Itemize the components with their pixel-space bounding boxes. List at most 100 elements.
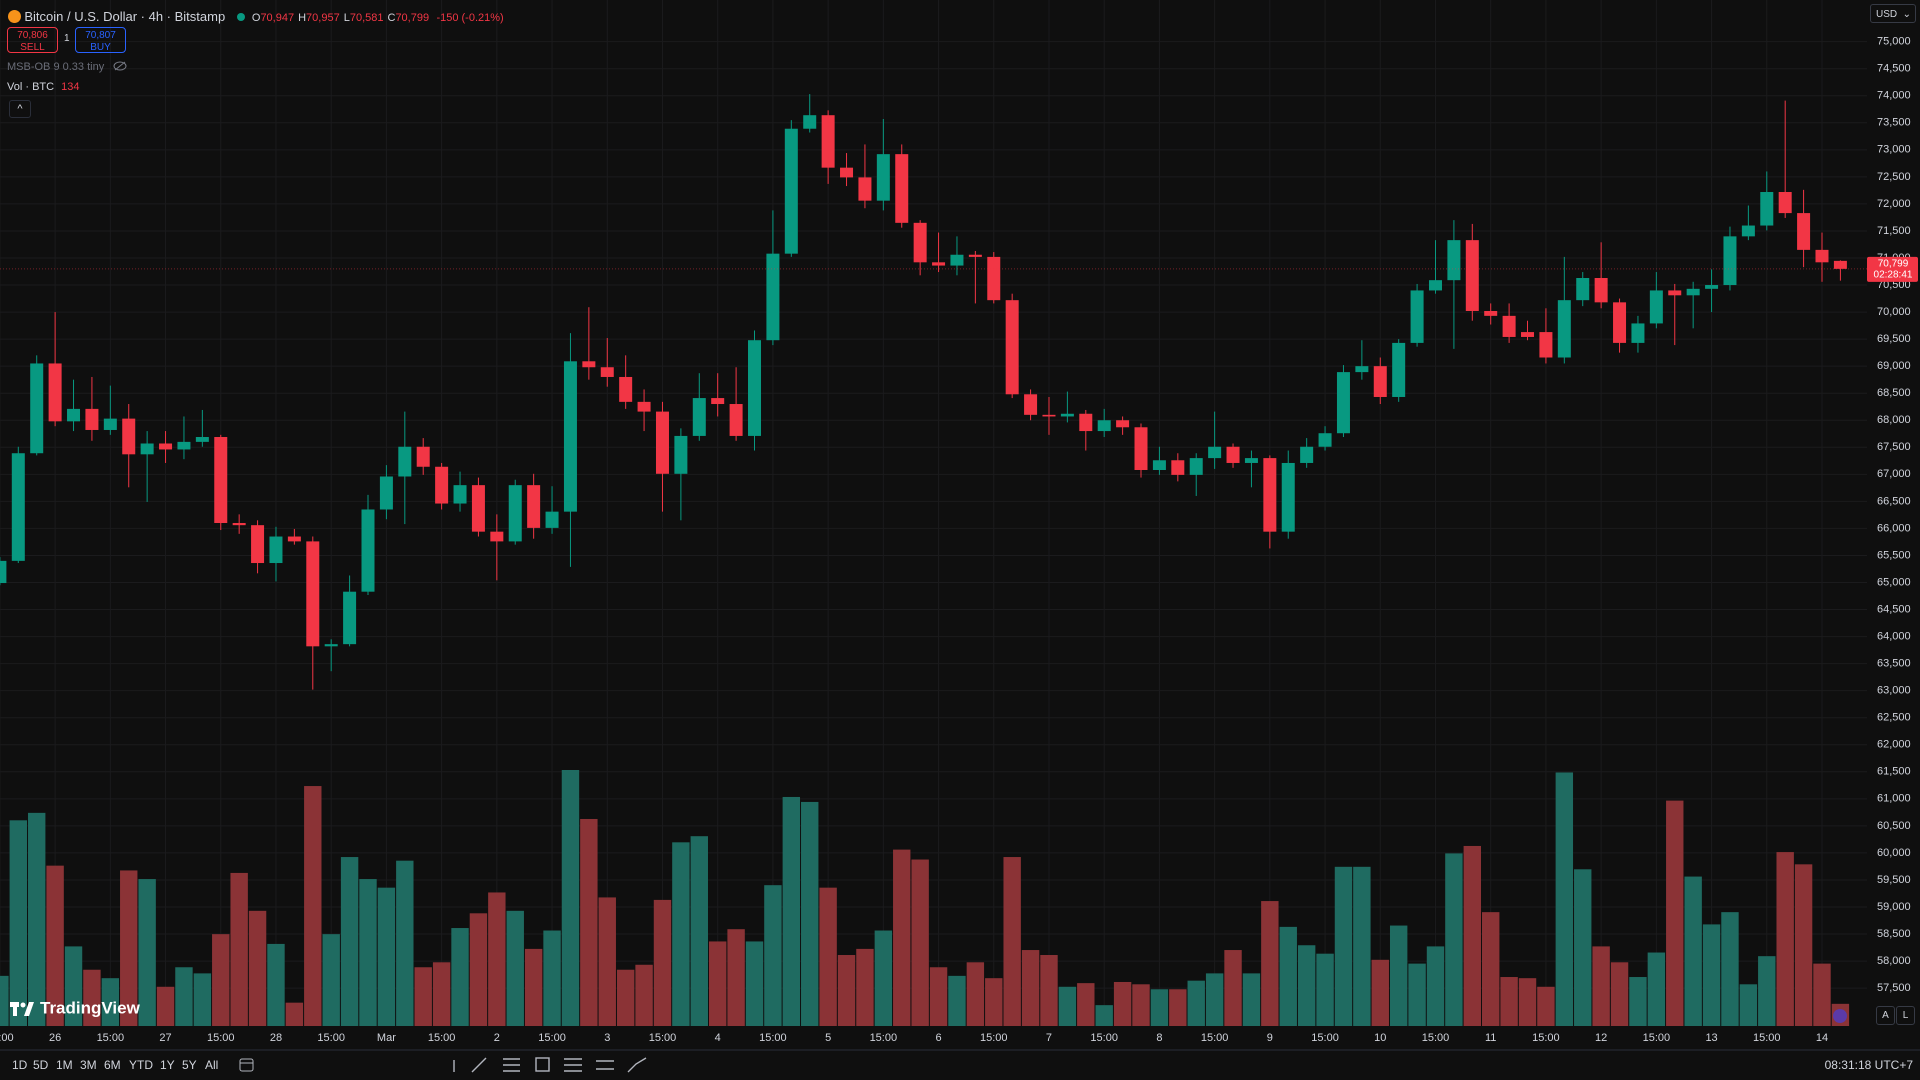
x-tick-label: 15:00 [1201,1032,1229,1044]
range-button[interactable]: 1M [56,1058,73,1072]
volume-bar [1040,955,1058,1026]
volume-bar [64,946,83,1026]
currency: USD [1876,9,1898,20]
volume-bar [1518,978,1537,1026]
volume-bar [1537,986,1555,1026]
candle-body [1189,458,1203,475]
candle-body [103,418,117,430]
volume-bar [1205,973,1224,1026]
volume-bar [175,967,193,1026]
candle-body [379,476,393,510]
clock: 08:31:18 UTC+7 [1824,1058,1913,1072]
volume-bar [801,801,819,1026]
volume-bar [1095,1005,1113,1026]
x-tick-label: 3 [604,1032,610,1044]
candle-body [1760,192,1774,226]
buy-button[interactable]: 70,807 BUY [75,27,126,53]
x-tick-label: 27 [159,1032,171,1044]
candle-body [416,446,430,467]
candle-body [1355,366,1369,373]
scale-button[interactable]: A [1876,1006,1895,1025]
y-tick-label: 73,000 [1877,144,1911,156]
volume-bar [1058,986,1077,1026]
range-button[interactable]: 1D [12,1058,28,1072]
volume-bar [837,955,856,1026]
range-button[interactable]: 1Y [160,1058,175,1072]
range-button[interactable]: YTD [129,1058,153,1072]
volume-bar [1702,924,1721,1026]
y-tick-label: 75,000 [1877,36,1911,48]
candle-body [1778,192,1792,214]
x-tick-label: 15:00 [870,1032,898,1044]
collapse-button[interactable]: ^ [9,100,31,118]
candle-body [1428,280,1442,291]
candle-body [1613,302,1627,343]
y-tick-label: 59,000 [1877,901,1911,913]
currency-selector[interactable]: USD ⌄ [1870,4,1916,23]
volume-bar [819,887,837,1026]
candle-body [490,531,504,542]
y-tick-label: 71,500 [1877,225,1911,237]
drawing-tools[interactable] [453,1057,647,1073]
x-tick-label: 15:00 [538,1032,566,1044]
ohlc-value: 70,947 [260,12,295,24]
candle-body [1116,420,1130,428]
candle-body [1686,288,1700,296]
candle-body [214,437,228,524]
candle-body [122,418,136,455]
y-tick-label: 74,000 [1877,90,1911,102]
x-tick-label: 15:00 [0,1032,14,1044]
volume-bar [1371,959,1389,1026]
range-button[interactable]: 5D [33,1058,49,1072]
candle-body [1171,460,1185,475]
candle-body [1392,342,1406,397]
alert-icon[interactable] [1833,1009,1847,1023]
ohlc-value: 70,799 [395,12,430,24]
candle-body [11,453,25,561]
calendar-icon[interactable] [239,1058,254,1072]
range-button[interactable]: 3M [80,1058,97,1072]
candle-body [1723,236,1737,286]
candle-body [398,446,412,477]
volume-pane [0,770,1850,1026]
scale-button[interactable]: L [1896,1006,1915,1025]
x-tick-label: 4 [715,1032,721,1044]
ohlc-key: L [343,12,350,24]
x-tick-label: 7 [1046,1032,1052,1044]
range-button[interactable]: 6M [104,1058,121,1072]
volume-bar [1758,956,1776,1026]
x-tick-label: 15:00 [1532,1032,1560,1044]
x-tick-label: Mar [377,1032,396,1044]
range-button[interactable]: 5Y [182,1058,197,1072]
volume-bar [377,887,396,1026]
grid [0,0,1867,1026]
indicator[interactable]: MSB-OB 9 0.33 tiny [7,61,127,73]
countdown: 02:28:41 [1874,269,1913,280]
volume-bar [138,879,156,1026]
x-tick-label: 8 [1156,1032,1162,1044]
volume-bar [1721,912,1739,1026]
volume-bar [764,885,782,1026]
ohlc-value: 70,581 [349,12,384,24]
range-button[interactable]: All [205,1058,219,1072]
candle-body [1797,213,1811,250]
volume-bar [672,842,690,1026]
legend: Bitcoin / U.S. Dollar · 4h · Bitstamp O7… [8,9,504,24]
x-tick-label: 15:00 [1311,1032,1339,1044]
candle-body [748,340,762,436]
volume-bar [1463,845,1482,1026]
candle-body [1447,240,1461,281]
volume-bar [911,859,929,1026]
y-tick-label: 60,500 [1877,820,1911,832]
volume-bar [488,892,506,1026]
x-tick-label: 9 [1267,1032,1273,1044]
x-tick-label: 15:00 [207,1032,235,1044]
volume-bar [745,941,764,1026]
candle-body [1134,427,1148,471]
candle-body [545,511,559,528]
volume-bar [451,928,469,1026]
candle-body [1668,290,1682,296]
sell-button[interactable]: 70,806 SELL [7,27,58,53]
eye-icon[interactable] [113,61,127,71]
candle-body [1373,366,1387,397]
